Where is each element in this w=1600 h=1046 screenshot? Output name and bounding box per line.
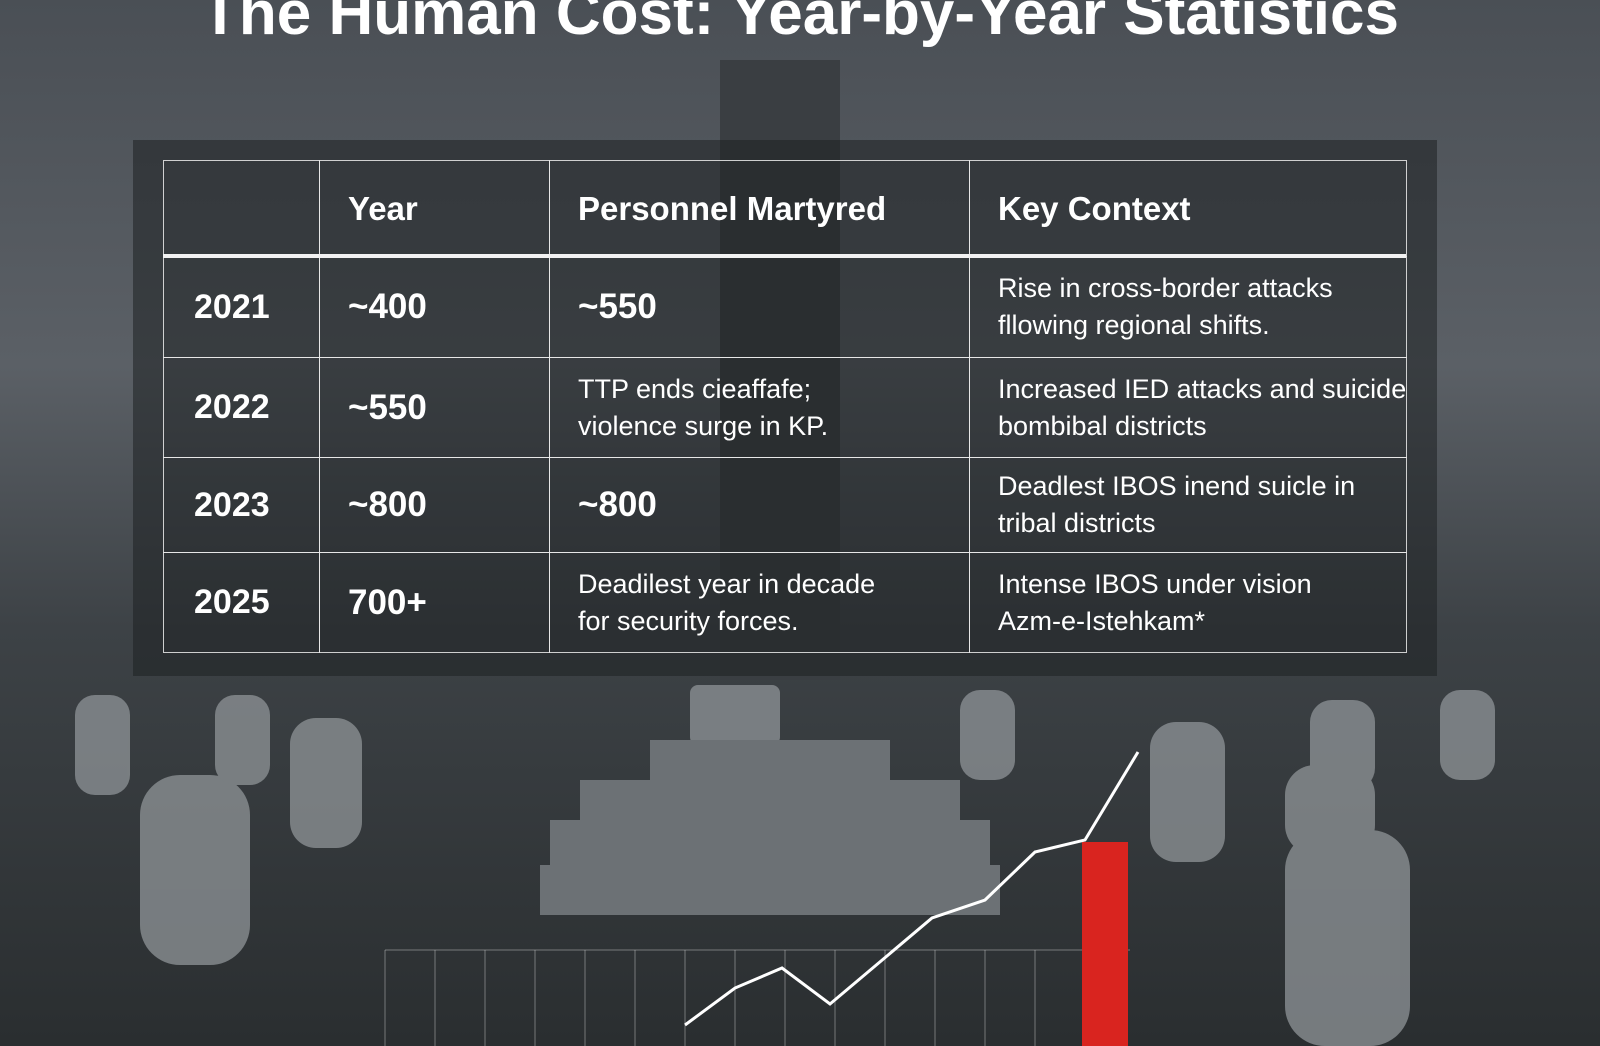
headstones <box>75 685 1495 1046</box>
header-cell: Key Context <box>969 160 1407 257</box>
deco-line <box>684 751 1140 1027</box>
table-cell: TTP ends cieaffafe; violence surge in KP. <box>549 357 970 458</box>
table-cell: 2023 <box>163 457 320 553</box>
cell-line: Deadlest IBOS inend suicle in <box>998 471 1356 501</box>
deco-grid <box>384 949 1130 1046</box>
table-cell: ~800 <box>319 457 550 553</box>
title: The Human Cost: Year-by-Year Statistics <box>201 0 1399 48</box>
cell-line: bombibal districts <box>998 410 1207 441</box>
header-rule <box>163 254 1406 258</box>
table-cell: Rise in cross-border attacks fllowing reg… <box>969 256 1407 358</box>
cell-line: Azm-e-Istehkam* <box>998 605 1206 636</box>
table-cell: Deadlest IBOS inend suicle in tribal dist… <box>969 457 1407 553</box>
table-cell: ~550 <box>319 357 550 458</box>
steps <box>540 740 1000 915</box>
cell-line: Deadilest year in decade <box>578 568 876 599</box>
table-cell: Increased IED attacks and suicide bombiba… <box>969 357 1407 458</box>
table-cell: 700+ <box>319 552 550 653</box>
cell-line: Increased IED attacks and suicide <box>998 373 1407 404</box>
table-cell: 2025 <box>163 552 320 653</box>
table-panel <box>133 140 1437 676</box>
table-cell: Deadilest year in decade for security for… <box>549 552 970 653</box>
table-cell: ~800 <box>549 457 970 553</box>
header-cell <box>163 160 320 257</box>
table-cell: Intense IBOS under vision Azm-e-Istehkam* <box>969 552 1407 653</box>
cell-line: Intense IBOS under vision <box>998 568 1312 599</box>
table-cell: ~400 <box>319 256 550 358</box>
cell-line: TTP ends cieaffafe; <box>578 373 812 404</box>
table-cell: ~550 <box>549 256 970 358</box>
cell-line: for security forces. <box>578 605 799 636</box>
deco-bar <box>1082 842 1128 1046</box>
header-cell: Personnel Martyred <box>549 160 970 257</box>
table-cell: 2021 <box>163 256 320 358</box>
header-cell: Year <box>319 160 550 257</box>
table-cell: 2022 <box>163 357 320 458</box>
cell-line: Rise in cross-border attacks <box>998 273 1333 303</box>
cell-line: violence surge in KP. <box>578 410 829 441</box>
cell-line: tribal districts <box>998 508 1156 538</box>
cell-line: fllowing regional shifts. <box>998 310 1270 340</box>
